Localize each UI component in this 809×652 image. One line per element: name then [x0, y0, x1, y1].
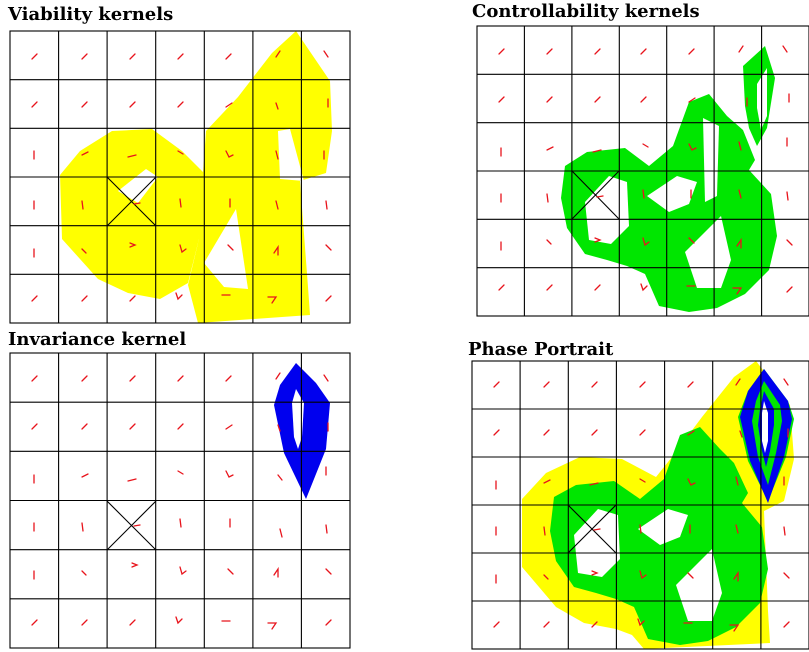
- phase-panel: [471, 360, 809, 650]
- invariance-center-cross: [106, 500, 157, 551]
- invariance-grid: [9, 352, 351, 649]
- phase-holes: [574, 509, 722, 621]
- viability-vector-field: [31, 50, 332, 304]
- phase-vector-field: [493, 378, 790, 632]
- controllability-holes: [585, 68, 767, 288]
- viability-center-cross: [106, 176, 157, 227]
- phase-invariance-region: [738, 369, 794, 503]
- invariance-title: Invariance kernel: [8, 329, 187, 350]
- viability-grid: [9, 30, 351, 324]
- viability-region-left: [60, 129, 206, 299]
- phase-title: Phase Portrait: [468, 339, 614, 360]
- controllability-center-cross: [571, 170, 620, 220]
- invariance-panel: [9, 352, 351, 649]
- phase-grid: [471, 360, 809, 650]
- phase-center-cross: [567, 504, 617, 554]
- controllability-title: Controllability kernels: [472, 1, 700, 22]
- controllability-vector-field: [498, 45, 793, 295]
- controllability-panel: [476, 25, 809, 317]
- viability-title: Viability kernels: [8, 4, 174, 25]
- controllability-grid: [476, 25, 809, 317]
- viability-panel: [9, 30, 351, 324]
- viability-holes: [118, 129, 304, 289]
- controllability-region: [561, 46, 777, 312]
- invariance-vector-field: [31, 372, 332, 630]
